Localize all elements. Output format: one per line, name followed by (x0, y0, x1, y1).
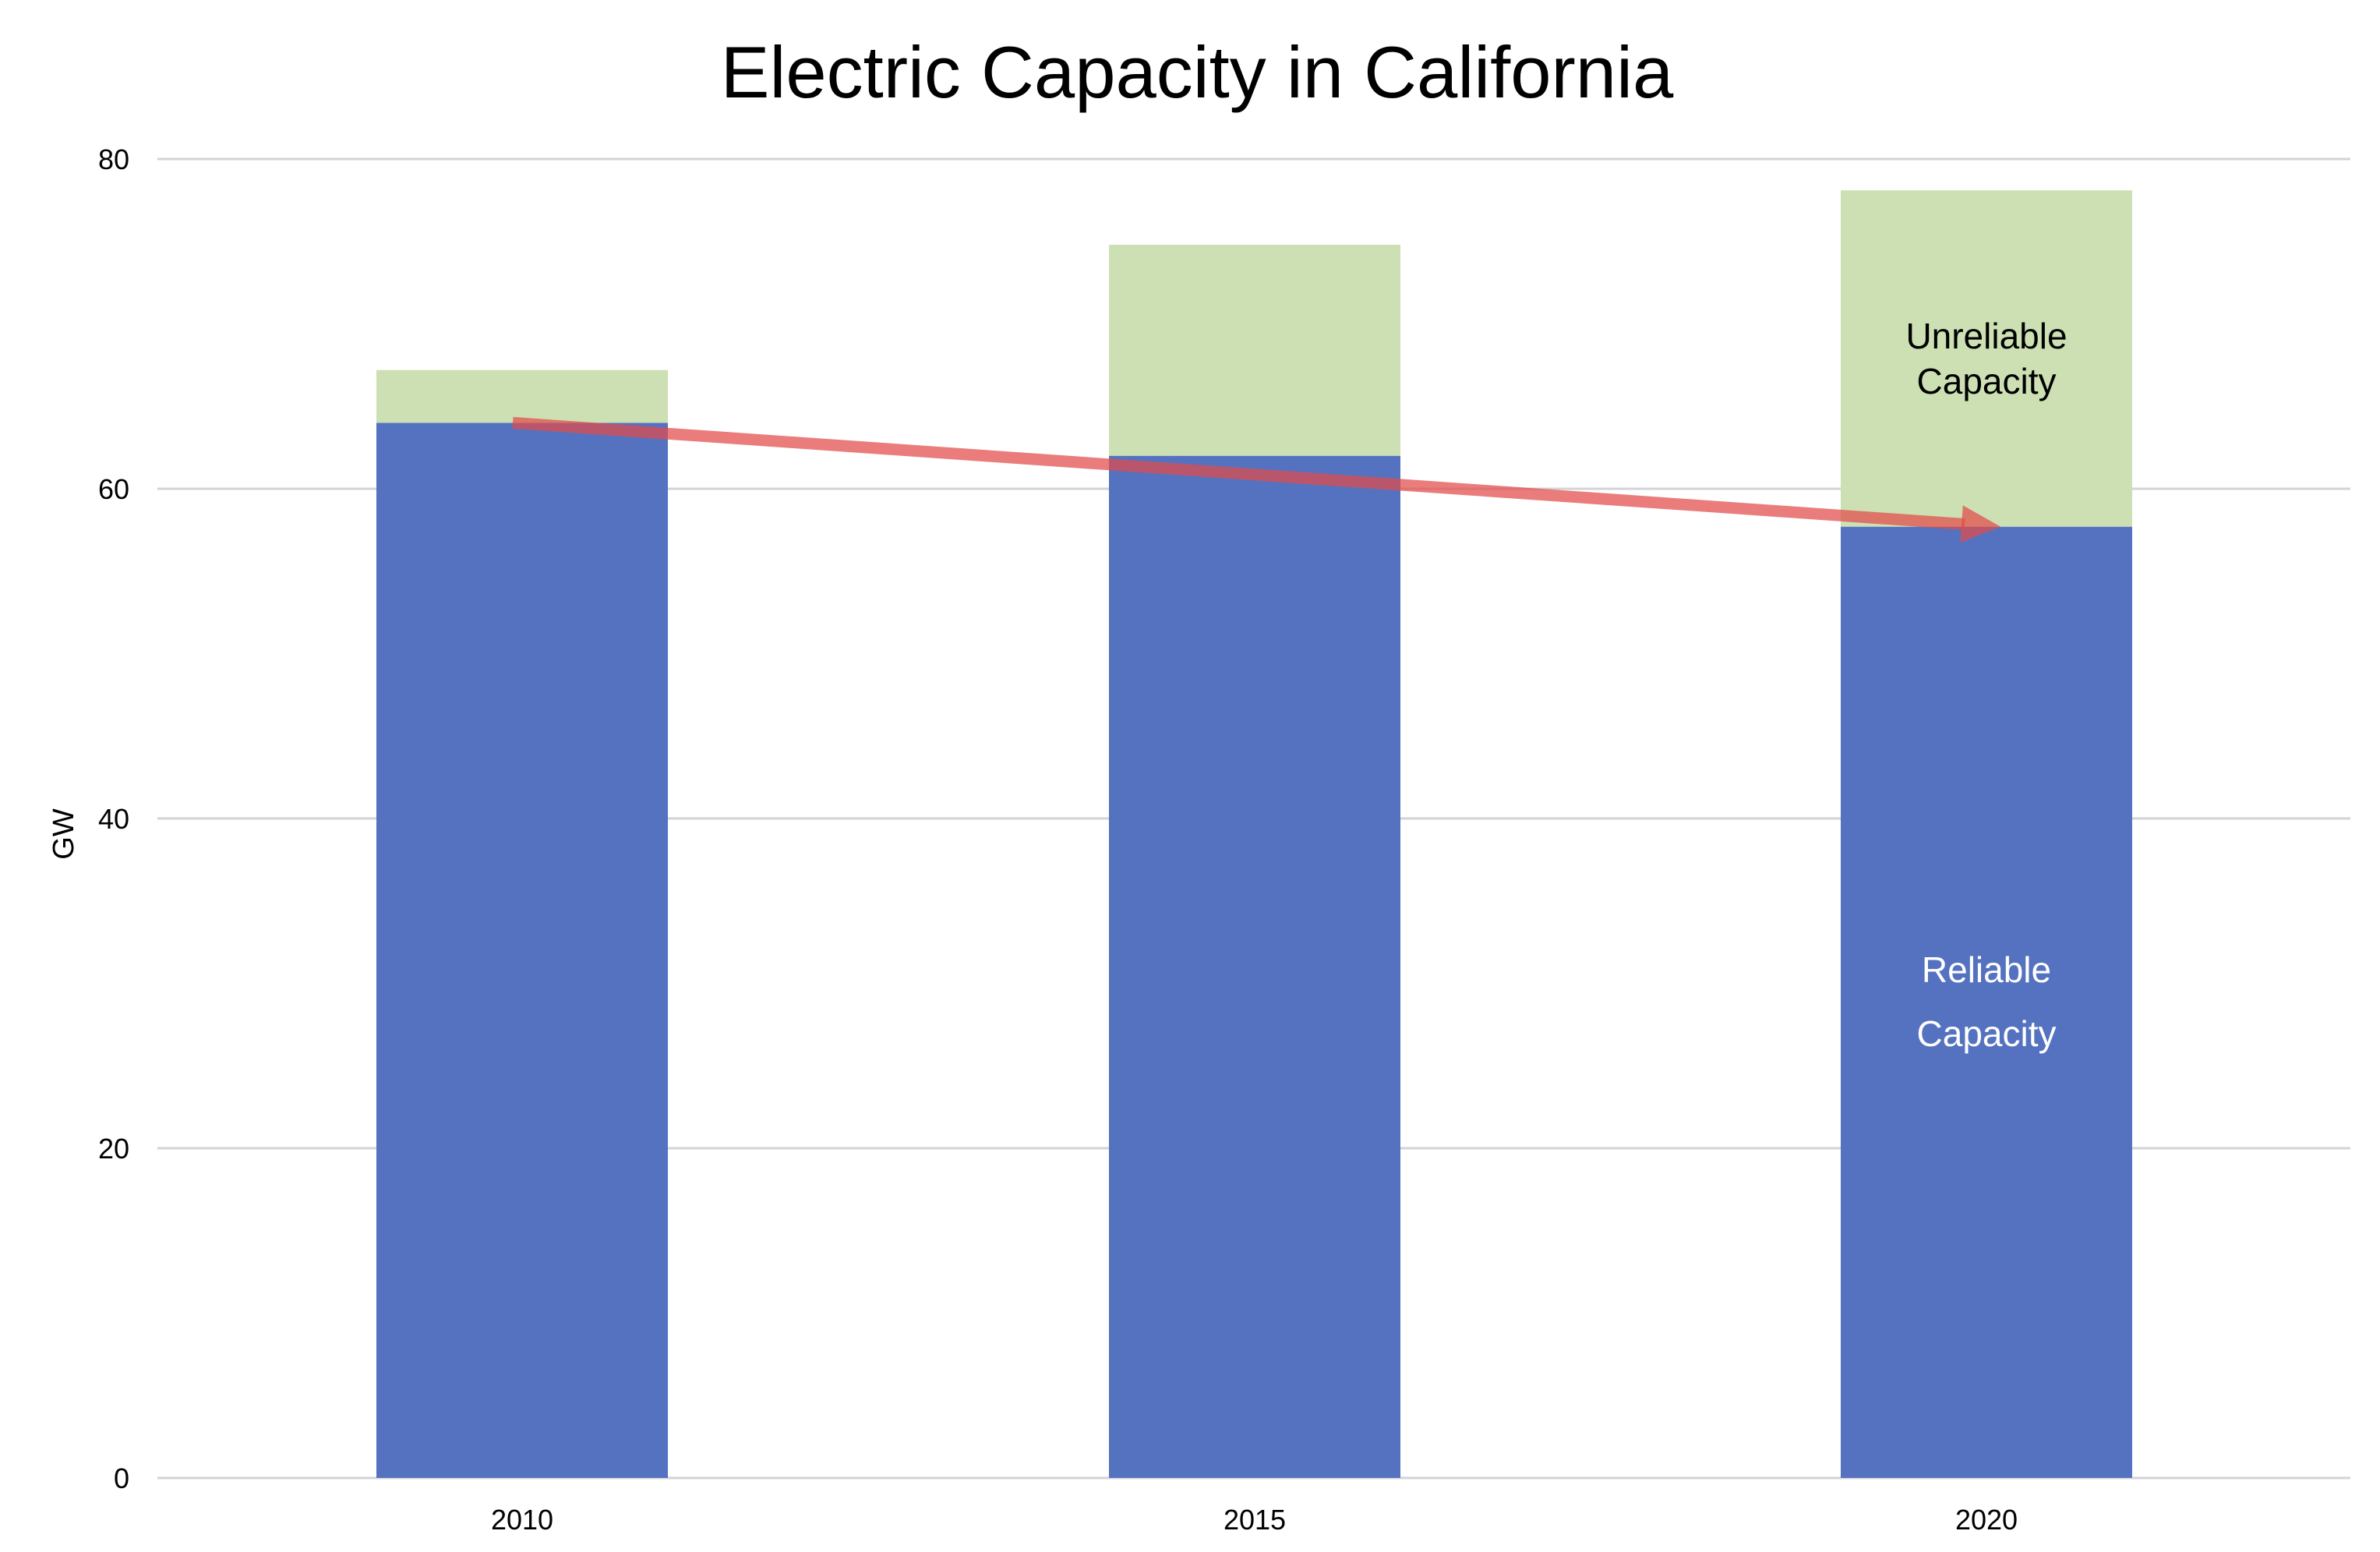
unreliable-capacity-label-line-1: Unreliable (1905, 316, 2067, 356)
x-tick-label-2020: 2020 (1955, 1504, 2018, 1536)
bar-reliable-2020 (1841, 526, 2132, 1478)
bar-reliable-2015 (1109, 455, 1400, 1479)
annotation-layer: Unreliable Capacity Reliable Capacity (512, 316, 2067, 1054)
x-tick-label-2015: 2015 (1224, 1504, 1286, 1536)
bar-reliable-2010 (376, 422, 668, 1478)
y-tick-label-60: 60 (98, 473, 129, 505)
y-axis-label: GW (48, 808, 80, 860)
bar-unreliable-2020 (1841, 190, 2132, 527)
y-axis-ticks: 0 20 40 60 80 (98, 143, 129, 1494)
y-tick-label-0: 0 (114, 1462, 129, 1494)
bar-unreliable-2010 (376, 369, 668, 423)
trend-arrow-head (1960, 505, 2000, 543)
y-tick-label-20: 20 (98, 1133, 129, 1165)
reliable-capacity-label-line-1: Reliable (1922, 949, 2051, 990)
y-tick-label-40: 40 (98, 803, 129, 835)
bar-unreliable-2015 (1109, 244, 1400, 456)
bars-layer (376, 190, 2132, 1479)
unreliable-capacity-label-line-2: Capacity (1917, 361, 2057, 401)
reliable-capacity-label-line-2: Capacity (1917, 1013, 2057, 1054)
trend-arrow-shaft (512, 416, 1965, 530)
y-tick-label-80: 80 (98, 143, 129, 175)
chart-title: Electric Capacity in California (721, 31, 1674, 113)
x-axis-ticks: 2010 2015 2020 (491, 1504, 2018, 1536)
x-tick-label-2010: 2010 (491, 1504, 553, 1536)
